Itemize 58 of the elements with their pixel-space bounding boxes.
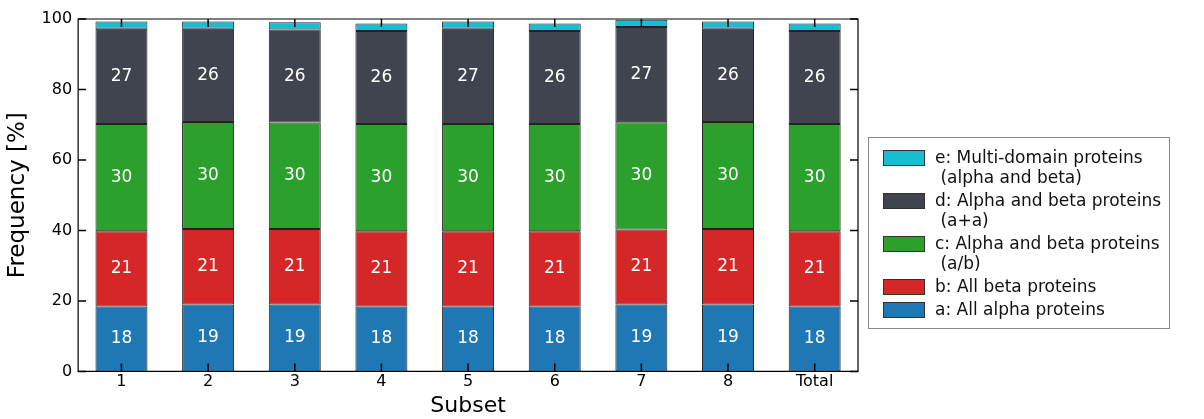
- legend-label: d: Alpha and beta proteins (a+a): [935, 190, 1162, 230]
- data-label: 26: [370, 65, 393, 86]
- data-label: 26: [283, 64, 306, 85]
- x-tick-label: 4: [376, 371, 387, 391]
- data-label: 21: [110, 257, 133, 278]
- data-label: 19: [717, 326, 739, 347]
- data-label: 21: [717, 255, 739, 276]
- data-label: 30: [803, 166, 826, 186]
- x-tick-label: 8: [722, 371, 734, 391]
- y-axis-title: Frequency [%]: [2, 112, 29, 279]
- data-label: 30: [110, 166, 133, 186]
- legend-label: e: Multi-domain proteins (alpha and beta): [935, 147, 1143, 187]
- x-tick-label: 1: [116, 371, 127, 391]
- data-label: 19: [630, 326, 653, 347]
- y-tick-label: 100: [41, 8, 73, 28]
- data-label: 26: [717, 63, 739, 84]
- data-label: 19: [283, 326, 306, 347]
- y-tick-label: 80: [51, 78, 73, 98]
- data-label: 30: [370, 166, 393, 186]
- data-label: 21: [197, 255, 219, 276]
- data-label: 18: [803, 327, 826, 348]
- y-tick-label: 40: [51, 219, 73, 239]
- x-axis-title: Subset: [430, 391, 507, 417]
- x-tick-label: 6: [549, 371, 560, 391]
- data-label: 19: [197, 326, 219, 347]
- data-label: 21: [803, 257, 826, 278]
- data-label: 30: [543, 166, 566, 186]
- y-tick-label: 0: [61, 360, 73, 380]
- data-label: 27: [630, 63, 653, 84]
- x-tick-label: 3: [289, 371, 300, 391]
- data-label: 30: [283, 164, 306, 185]
- data-label: 21: [543, 257, 566, 278]
- data-label: 18: [457, 327, 479, 348]
- legend-label: b: All beta proteins: [935, 276, 1097, 296]
- data-label: 30: [630, 164, 653, 185]
- data-label: 26: [803, 65, 826, 86]
- data-label: 27: [110, 64, 133, 85]
- data-label: 27: [457, 64, 479, 85]
- data-label: 30: [717, 163, 739, 184]
- data-label: 21: [370, 257, 393, 278]
- data-label: 21: [457, 257, 479, 278]
- data-label: 26: [197, 63, 219, 84]
- legend-label: a: All alpha proteins: [935, 299, 1105, 319]
- x-tick-label: 2: [203, 371, 214, 391]
- y-tick-label: 60: [51, 149, 73, 169]
- data-label: 18: [110, 327, 133, 348]
- x-tick-label: 7: [636, 371, 647, 391]
- data-label: 21: [630, 255, 653, 276]
- data-label: 26: [543, 65, 566, 86]
- data-label: 30: [457, 166, 479, 186]
- data-label: 21: [283, 255, 306, 276]
- data-label: 18: [543, 327, 566, 348]
- x-tick-label: Total: [794, 371, 834, 391]
- y-tick-label: 20: [51, 290, 73, 310]
- legend-label: c: Alpha and beta proteins (a/b): [935, 233, 1160, 273]
- x-tick-label: 5: [462, 371, 474, 391]
- data-label: 30: [197, 163, 219, 184]
- data-label: 18: [370, 327, 393, 348]
